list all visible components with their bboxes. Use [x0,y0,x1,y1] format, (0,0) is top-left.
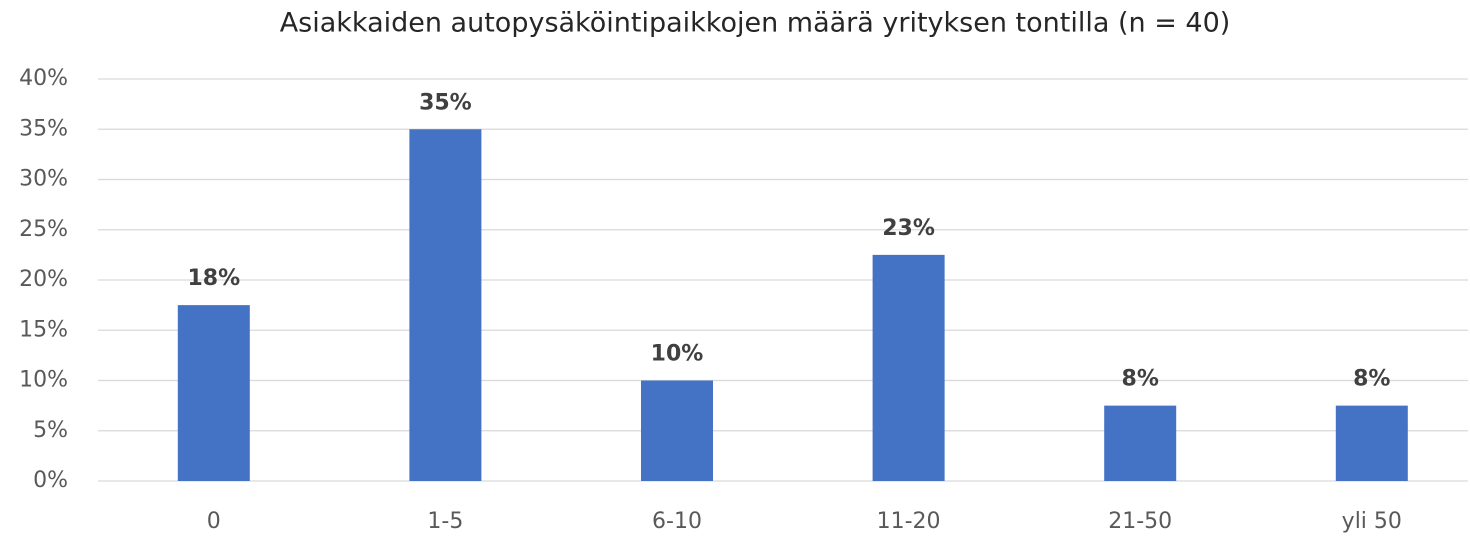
value-label: 35% [419,90,472,115]
bar [409,129,482,481]
chart-title: Asiakkaiden autopysäköintipaikkojen määr… [280,8,1231,39]
x-tick-label: 0 [207,509,221,534]
value-label: 8% [1122,367,1159,392]
bar [177,305,250,481]
x-tick-label: 1-5 [427,509,463,534]
y-tick-label: 10% [19,368,68,393]
bar [1104,405,1177,481]
value-label: 23% [882,216,935,241]
x-tick-label: 6-10 [652,509,702,534]
x-tick-label: 11-20 [877,509,941,534]
bar [1335,405,1408,481]
y-tick-label: 25% [19,217,68,242]
y-tick-label: 30% [19,167,68,192]
bar [872,254,945,481]
x-tick-label: 21-50 [1108,509,1172,534]
y-tick-label: 15% [19,317,68,342]
value-label: 18% [187,266,240,291]
x-tick-label: yli 50 [1342,509,1402,534]
bar [641,380,713,481]
y-tick-label: 35% [19,116,68,141]
y-tick-label: 5% [33,418,68,443]
y-tick-label: 20% [19,267,68,292]
y-tick-label: 0% [33,468,68,493]
y-tick-label: 40% [19,66,68,91]
value-label: 8% [1353,367,1390,392]
value-label: 10% [651,342,704,367]
